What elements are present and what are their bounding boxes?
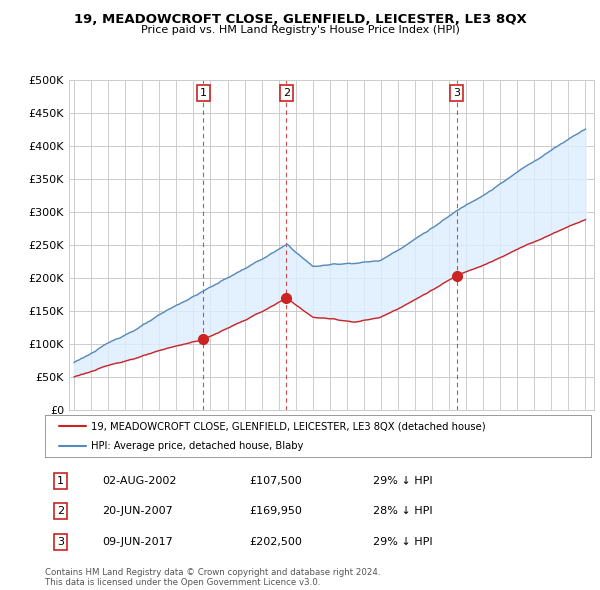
Text: 20-JUN-2007: 20-JUN-2007 [103,506,173,516]
Text: 19, MEADOWCROFT CLOSE, GLENFIELD, LEICESTER, LE3 8QX: 19, MEADOWCROFT CLOSE, GLENFIELD, LEICES… [74,13,526,26]
Text: 02-AUG-2002: 02-AUG-2002 [103,476,177,486]
Text: 2: 2 [57,506,64,516]
Text: HPI: Average price, detached house, Blaby: HPI: Average price, detached house, Blab… [91,441,304,451]
Text: 29% ↓ HPI: 29% ↓ HPI [373,476,432,486]
Text: 3: 3 [453,88,460,98]
Text: 1: 1 [57,476,64,486]
Text: 2: 2 [283,88,290,98]
Text: This data is licensed under the Open Government Licence v3.0.: This data is licensed under the Open Gov… [45,578,320,587]
Text: 29% ↓ HPI: 29% ↓ HPI [373,537,432,547]
Text: £107,500: £107,500 [250,476,302,486]
Text: 28% ↓ HPI: 28% ↓ HPI [373,506,432,516]
Text: 1: 1 [200,88,207,98]
Text: 19, MEADOWCROFT CLOSE, GLENFIELD, LEICESTER, LE3 8QX (detached house): 19, MEADOWCROFT CLOSE, GLENFIELD, LEICES… [91,421,486,431]
Text: Contains HM Land Registry data © Crown copyright and database right 2024.: Contains HM Land Registry data © Crown c… [45,568,380,576]
Text: 3: 3 [57,537,64,547]
Text: Price paid vs. HM Land Registry's House Price Index (HPI): Price paid vs. HM Land Registry's House … [140,25,460,35]
Text: 09-JUN-2017: 09-JUN-2017 [103,537,173,547]
Text: £169,950: £169,950 [250,506,302,516]
Text: £202,500: £202,500 [250,537,302,547]
